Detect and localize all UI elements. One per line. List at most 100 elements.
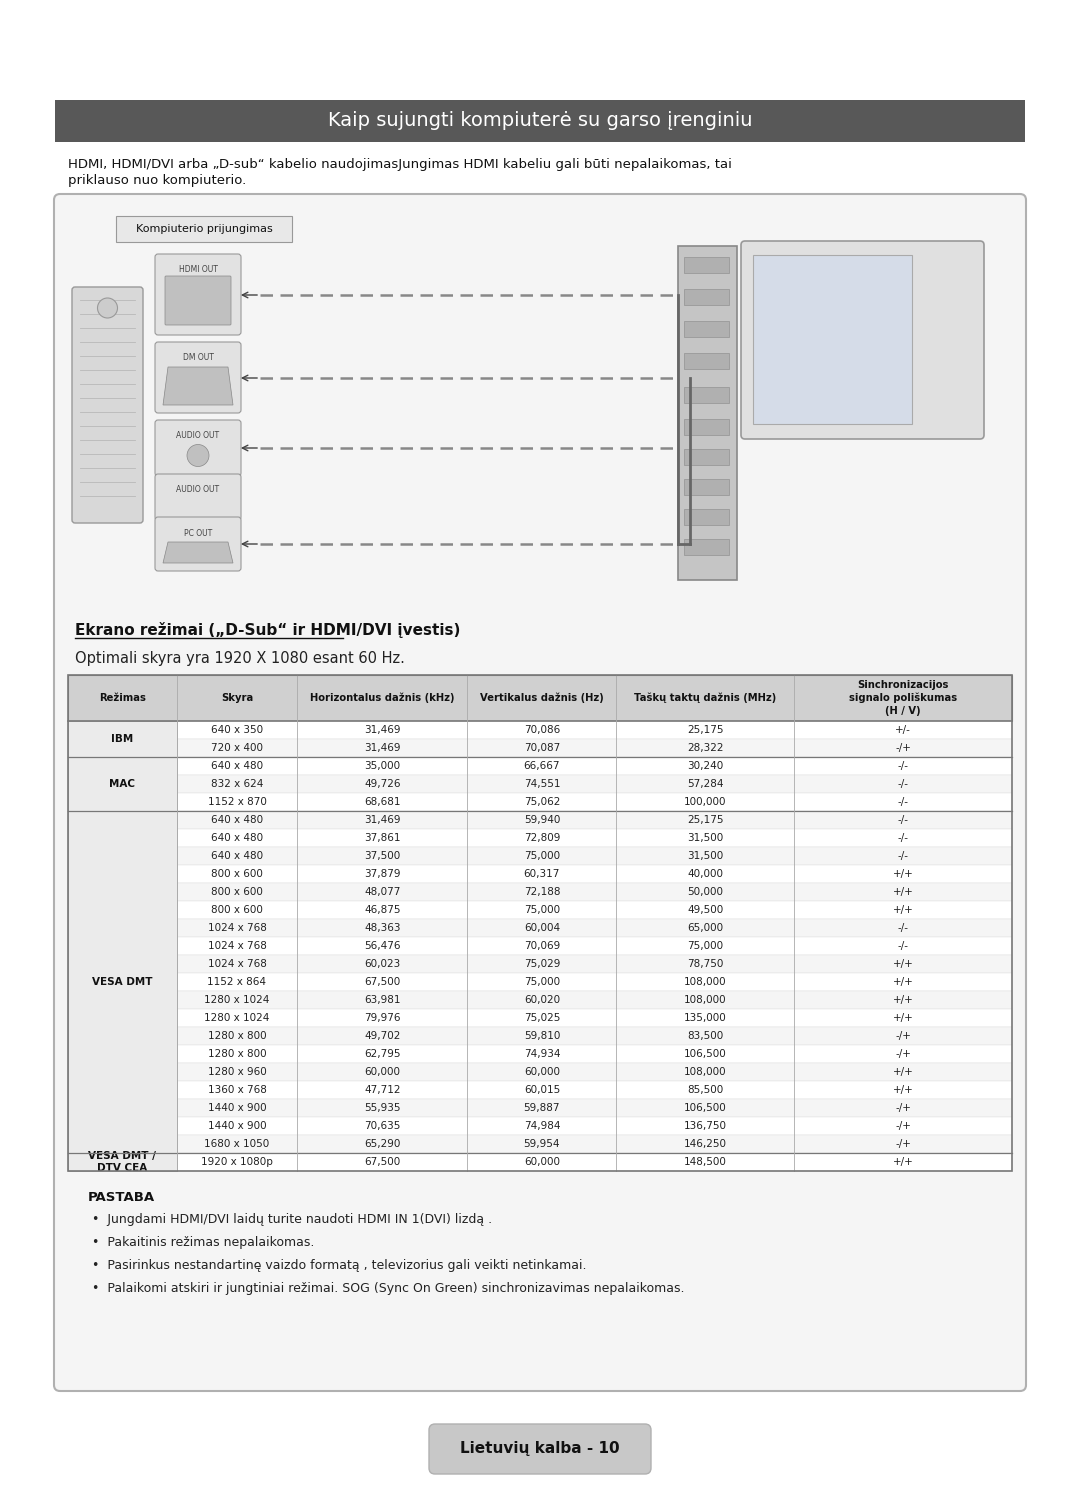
Bar [68,675,1012,1171]
Bar [68,1118,1012,1135]
Polygon shape [163,368,233,405]
Text: 56,476: 56,476 [364,941,401,952]
Text: 65,000: 65,000 [687,923,724,932]
Text: 1440 x 900: 1440 x 900 [207,1103,267,1113]
Text: 59,810: 59,810 [524,1031,561,1041]
Text: -/+: -/+ [895,1120,910,1131]
Text: IBM: IBM [111,734,134,744]
Text: 800 x 600: 800 x 600 [211,887,262,896]
Bar [68,1026,1012,1044]
FancyBboxPatch shape [156,517,241,571]
Bar [68,955,1012,973]
Text: 85,500: 85,500 [687,1085,724,1095]
Text: 46,875: 46,875 [364,905,401,914]
Circle shape [97,297,118,318]
Bar [68,1153,176,1171]
FancyBboxPatch shape [684,450,729,465]
Text: 70,635: 70,635 [364,1120,401,1131]
Text: MAC: MAC [109,778,135,789]
Text: Optimali skyra yra 1920 X 1080 esant 60 Hz.: Optimali skyra yra 1920 X 1080 esant 60 … [75,651,405,666]
FancyBboxPatch shape [156,254,241,335]
Text: 1024 x 768: 1024 x 768 [207,959,267,970]
Text: 37,861: 37,861 [364,834,401,843]
FancyBboxPatch shape [684,257,729,273]
Text: 31,500: 31,500 [687,852,724,861]
Text: 72,188: 72,188 [524,887,561,896]
Text: •  Palaikomi atskiri ir jungtiniai režimai. SOG (Sync On Green) sinchronizavimas: • Palaikomi atskiri ir jungtiniai režima… [92,1282,685,1295]
Text: -/-: -/- [897,796,908,807]
Text: 49,726: 49,726 [364,778,401,789]
Text: -/+: -/+ [895,1138,910,1149]
Text: 31,500: 31,500 [687,834,724,843]
Text: 31,469: 31,469 [364,725,401,735]
Bar [68,775,1012,793]
Circle shape [187,445,210,466]
Text: 68,681: 68,681 [364,796,401,807]
FancyBboxPatch shape [72,287,143,523]
Text: 60,000: 60,000 [524,1067,559,1077]
Bar [68,919,1012,937]
FancyBboxPatch shape [684,288,729,305]
Text: 59,887: 59,887 [524,1103,561,1113]
Text: 720 x 400: 720 x 400 [211,743,262,753]
Text: 59,954: 59,954 [524,1138,561,1149]
FancyBboxPatch shape [156,474,241,520]
Text: 106,500: 106,500 [684,1049,727,1059]
Text: AUDIO OUT: AUDIO OUT [176,432,219,441]
Text: 60,020: 60,020 [524,995,559,1005]
Text: Ekrano režimai („D-Sub“ ir HDMI/DVI įvestis): Ekrano režimai („D-Sub“ ir HDMI/DVI įves… [75,622,460,638]
Text: 37,879: 37,879 [364,870,401,878]
Bar [68,740,1012,757]
Text: 640 x 480: 640 x 480 [211,852,264,861]
Text: 832 x 624: 832 x 624 [211,778,264,789]
Text: 28,322: 28,322 [687,743,724,753]
Text: Sinchronizacijos
signalo poliškumas
(H / V): Sinchronizacijos signalo poliškumas (H /… [849,680,957,716]
Text: -/+: -/+ [895,743,910,753]
Text: VESA DMT /
DTV CEA: VESA DMT / DTV CEA [89,1150,157,1173]
Text: 1280 x 1024: 1280 x 1024 [204,1013,270,1023]
Text: 25,175: 25,175 [687,816,724,825]
Text: 60,023: 60,023 [364,959,401,970]
Text: -/+: -/+ [895,1103,910,1113]
Bar [68,1135,1012,1153]
FancyBboxPatch shape [429,1424,651,1475]
FancyBboxPatch shape [116,217,292,242]
Text: 57,284: 57,284 [687,778,724,789]
Text: 60,317: 60,317 [524,870,561,878]
Text: -/+: -/+ [895,1049,910,1059]
Bar [68,793,1012,811]
Text: 70,086: 70,086 [524,725,561,735]
Text: 75,000: 75,000 [524,852,559,861]
FancyBboxPatch shape [684,321,729,338]
Text: 75,000: 75,000 [687,941,724,952]
Text: -/-: -/- [897,778,908,789]
Text: 60,004: 60,004 [524,923,559,932]
Bar [68,722,176,757]
Text: 1024 x 768: 1024 x 768 [207,923,267,932]
Text: +/+: +/+ [892,905,914,914]
Text: 640 x 480: 640 x 480 [211,816,264,825]
Text: 50,000: 50,000 [687,887,724,896]
Text: 48,077: 48,077 [364,887,401,896]
Bar [68,675,1012,722]
Text: 136,750: 136,750 [684,1120,727,1131]
Text: +/+: +/+ [892,1085,914,1095]
Text: HDMI, HDMI/DVI arba „D-sub“ kabelio naudojimasJungimas HDMI kabeliu gali būti ne: HDMI, HDMI/DVI arba „D-sub“ kabelio naud… [68,158,732,170]
Bar [68,847,1012,865]
Bar [68,865,1012,883]
Text: 40,000: 40,000 [687,870,724,878]
Text: 79,976: 79,976 [364,1013,401,1023]
Text: 37,500: 37,500 [364,852,401,861]
Text: 1024 x 768: 1024 x 768 [207,941,267,952]
Bar [68,811,176,1153]
Text: 67,500: 67,500 [364,1156,401,1167]
Text: 640 x 480: 640 x 480 [211,834,264,843]
FancyBboxPatch shape [156,420,241,477]
Text: 31,469: 31,469 [364,816,401,825]
Text: -/-: -/- [897,816,908,825]
Text: •  Pakaitinis režimas nepalaikomas.: • Pakaitinis režimas nepalaikomas. [92,1236,314,1249]
Text: 70,069: 70,069 [524,941,561,952]
Text: Lietuvių kalba - 10: Lietuvių kalba - 10 [460,1442,620,1457]
Bar [68,1044,1012,1064]
Text: -/-: -/- [897,760,908,771]
